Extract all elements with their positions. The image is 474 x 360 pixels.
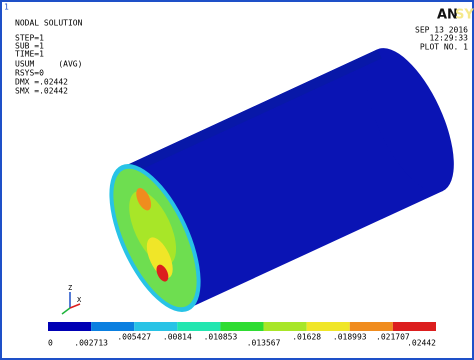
legend-label: .005427	[117, 333, 151, 342]
triad-z: Z	[68, 284, 72, 292]
logo-faint: SYS	[455, 8, 474, 23]
legend-swatch	[48, 322, 91, 331]
legend-swatch	[220, 322, 263, 331]
window-number: 1	[4, 3, 9, 12]
legend-swatch	[264, 322, 307, 331]
stamp-plot: PLOT NO. 1	[420, 43, 468, 52]
legend-swatch	[393, 322, 436, 331]
legend-label: .01628	[292, 333, 321, 342]
legend-swatch	[350, 322, 393, 331]
legend-label: .021707	[376, 333, 410, 342]
info-line: USUM (AVG)	[15, 60, 82, 69]
info-line: DMX =.02442	[15, 78, 68, 87]
info-line: SMX =.02442	[15, 87, 68, 96]
legend-swatch	[91, 322, 134, 331]
legend-swatch	[307, 322, 350, 331]
stamp-time: 12:29:33	[429, 34, 468, 43]
legend-label: .010853	[204, 333, 238, 342]
legend-label: .018993	[333, 333, 367, 342]
legend-swatch	[177, 322, 220, 331]
legend-label: .013567	[247, 339, 281, 348]
info-line: RSYS=0	[15, 69, 44, 78]
info-title: NODAL SOLUTION	[15, 19, 83, 28]
ansys-window: 1 NODAL SOLUTION STEP=1SUB =1TIME=1USUM …	[0, 0, 474, 360]
info-line: TIME=1	[15, 50, 44, 59]
legend-label: .02442	[407, 339, 436, 348]
legend-label: 0	[48, 339, 53, 348]
legend-label: .00814	[163, 333, 192, 342]
legend-swatch	[134, 322, 177, 331]
legend-label: .002713	[74, 339, 108, 348]
